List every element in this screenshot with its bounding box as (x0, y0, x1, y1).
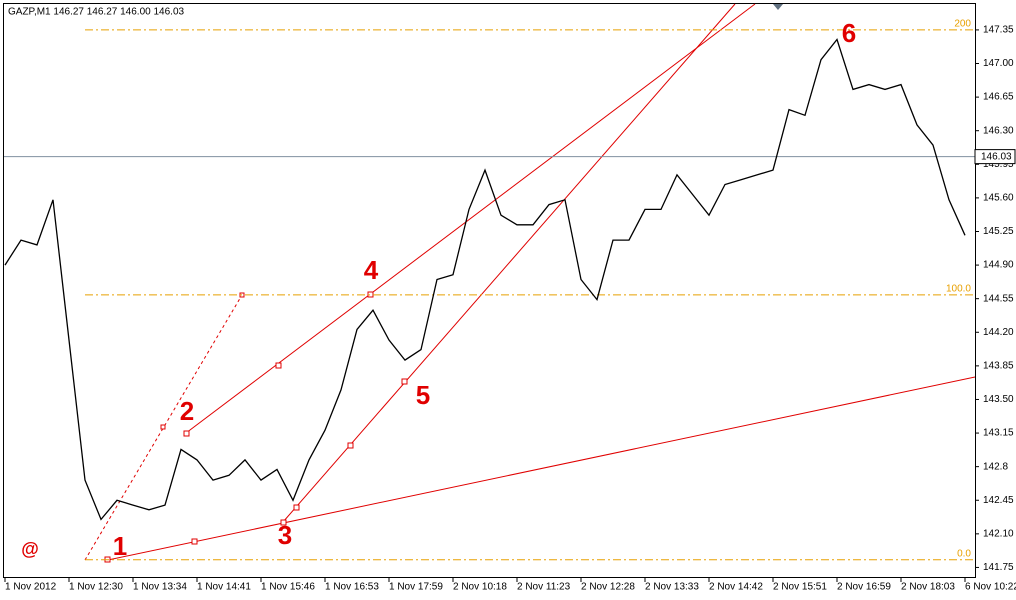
x-tick-label: 1 Nov 12:30 (69, 582, 123, 593)
trend-line (282, 3, 736, 523)
y-tick-label: 144.55 (983, 293, 1014, 304)
scroll-marker (773, 4, 783, 10)
y-tick-label: 143.85 (983, 361, 1014, 372)
x-tick-label: 1 Nov 14:41 (197, 582, 251, 593)
y-tick-label: 144.20 (983, 327, 1014, 338)
wave-label: @ (21, 539, 39, 559)
anchor (160, 424, 166, 430)
x-tick-label: 2 Nov 18:03 (901, 582, 955, 593)
anchor (280, 519, 287, 526)
fib-label: 100.0 (946, 283, 971, 294)
y-tick-label: 145.95 (983, 159, 1014, 170)
last-price-label: 146.03 (981, 151, 1012, 162)
plot-frame (3, 3, 976, 578)
y-tick-label: 146.65 (983, 92, 1014, 103)
wave-label: 3 (278, 520, 292, 550)
wave-label: 1 (113, 531, 127, 561)
y-tick-label: 147.35 (983, 25, 1014, 36)
x-tick-label: 2 Nov 12:28 (581, 582, 635, 593)
y-tick-label: 142.10 (983, 528, 1014, 539)
anchor (347, 442, 354, 449)
anchor (293, 504, 300, 511)
y-tick-label: 142.8 (983, 461, 1008, 472)
x-tick-label: 2 Nov 15:51 (773, 582, 827, 593)
price-line (4, 38, 966, 521)
trend-lines (84, 3, 976, 563)
anchor (183, 430, 190, 437)
wave-label: 5 (416, 380, 430, 410)
x-tick-label: 1 Nov 15:46 (261, 582, 315, 593)
y-tick-label: 143.15 (983, 428, 1014, 439)
anchor (401, 378, 408, 385)
x-tick-label: 2 Nov 14:42 (709, 582, 763, 593)
x-tick-label: 2 Nov 13:33 (645, 582, 699, 593)
x-tick-label: 2 Nov 10:18 (453, 582, 507, 593)
wave-label: 4 (364, 255, 379, 285)
y-tick-label: 146.30 (983, 125, 1014, 136)
x-tick-label: 2 Nov 11:23 (517, 582, 571, 593)
x-tick-label: 1 Nov 2012 (5, 582, 57, 593)
y-tick-label: 142.45 (983, 495, 1014, 506)
anchor (191, 538, 198, 545)
last-price-box (974, 149, 1016, 165)
x-tick-label: 2 Nov 16:59 (837, 582, 891, 593)
y-tick-label: 145.60 (983, 193, 1014, 204)
y-tick-label: 145.25 (983, 226, 1014, 237)
y-tick-label: 141.75 (983, 562, 1014, 573)
anchor (275, 362, 282, 369)
x-tick-label: 1 Nov 17:59 (389, 582, 443, 593)
trend-line (107, 376, 976, 561)
x-tick-label: 6 Nov 10:22 (965, 582, 1016, 593)
x-tick-label: 1 Nov 13:34 (133, 582, 187, 593)
y-tick-label: 144.90 (983, 260, 1014, 271)
fib-label: 200 (954, 19, 971, 30)
y-tick-label: 147.00 (983, 58, 1014, 69)
wave-label: 2 (180, 396, 194, 426)
symbol-header: GAZP,M1 146.27 146.27 146.00 146.03 (8, 7, 185, 18)
fib-label: 0.0 (957, 548, 971, 559)
x-tick-label: 1 Nov 16:53 (325, 582, 379, 593)
wave-label: 6 (842, 18, 856, 48)
y-tick-label: 143.50 (983, 394, 1014, 405)
trend-line (185, 3, 756, 434)
